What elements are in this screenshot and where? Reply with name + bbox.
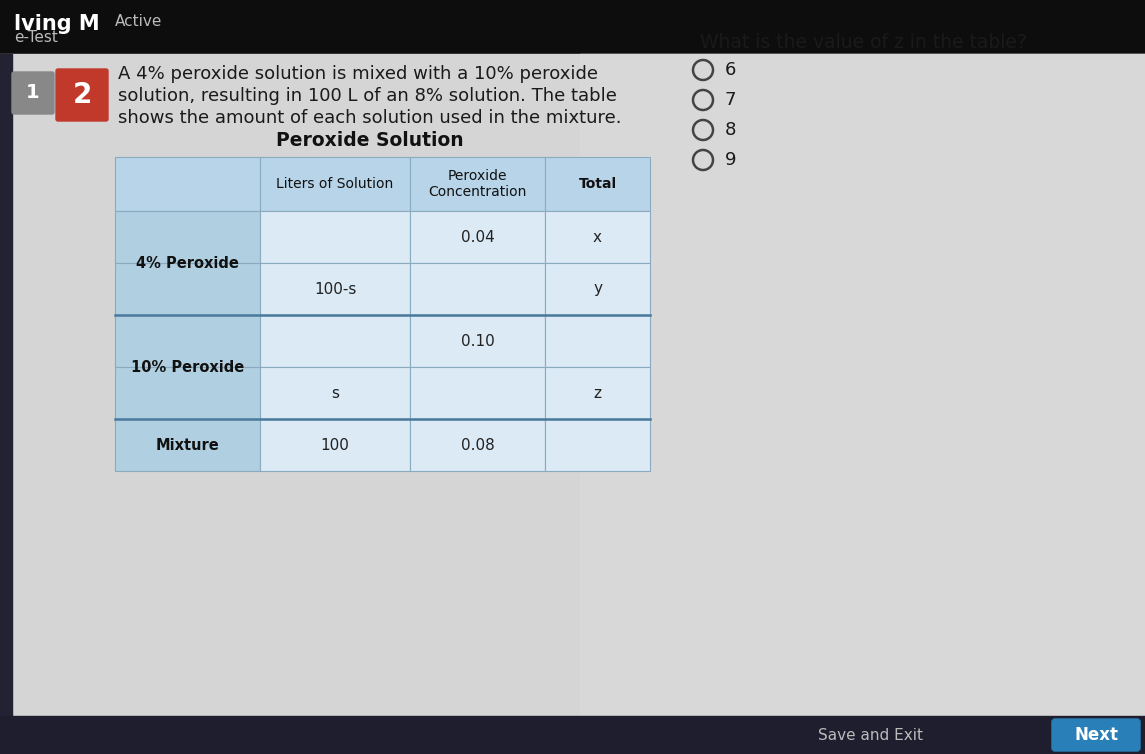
Bar [545, 263, 650, 315]
Bar [0, 0, 1145, 54]
Bar [260, 263, 410, 315]
Bar [0, 716, 1145, 754]
Bar [545, 157, 650, 211]
Text: Peroxide Solution: Peroxide Solution [276, 131, 464, 151]
Bar [410, 315, 545, 367]
Text: Liters of Solution: Liters of Solution [276, 177, 394, 191]
FancyBboxPatch shape [56, 69, 108, 121]
Bar [545, 367, 650, 419]
Text: z: z [593, 385, 601, 400]
Text: Total: Total [578, 177, 616, 191]
Text: Active: Active [114, 14, 163, 29]
Text: 2: 2 [72, 81, 92, 109]
Text: Save and Exit: Save and Exit [818, 728, 923, 743]
Text: solution, resulting in 100 L of an 8% solution. The table: solution, resulting in 100 L of an 8% so… [118, 87, 617, 105]
Bar [260, 419, 410, 471]
Text: A 4% peroxide solution is mixed with a 10% peroxide: A 4% peroxide solution is mixed with a 1… [118, 65, 598, 83]
Text: 0.10: 0.10 [460, 333, 495, 348]
Text: 10% Peroxide: 10% Peroxide [131, 360, 244, 375]
Bar [410, 263, 545, 315]
Bar [0, 54, 1145, 716]
Text: 100: 100 [321, 437, 349, 452]
Text: lving M: lving M [14, 14, 100, 34]
Bar [260, 367, 410, 419]
Text: 4% Peroxide: 4% Peroxide [136, 256, 239, 271]
Text: Next: Next [1074, 726, 1118, 744]
Bar [410, 211, 545, 263]
Bar [410, 419, 545, 471]
Text: 7: 7 [725, 91, 736, 109]
Bar [260, 157, 410, 211]
Bar [114, 419, 260, 471]
Text: 9: 9 [725, 151, 736, 169]
Text: 8: 8 [725, 121, 736, 139]
Bar [260, 315, 410, 367]
FancyBboxPatch shape [11, 72, 54, 114]
FancyBboxPatch shape [1052, 719, 1140, 751]
Text: What is the value of z in the table?: What is the value of z in the table? [700, 32, 1027, 51]
Text: y: y [593, 281, 602, 296]
Text: x: x [593, 229, 602, 244]
Bar [410, 367, 545, 419]
Bar [545, 419, 650, 471]
Bar [114, 315, 260, 367]
Text: 6: 6 [725, 61, 736, 79]
Bar [114, 367, 260, 419]
Text: e-Test: e-Test [14, 30, 58, 45]
Text: shows the amount of each solution used in the mixture.: shows the amount of each solution used i… [118, 109, 622, 127]
Text: Peroxide
Concentration: Peroxide Concentration [428, 169, 527, 199]
Bar [114, 157, 260, 211]
Text: 100-s: 100-s [314, 281, 356, 296]
Bar [114, 211, 260, 263]
Text: 1: 1 [26, 84, 40, 103]
Bar [545, 211, 650, 263]
Bar [114, 263, 260, 315]
Text: Mixture: Mixture [156, 437, 220, 452]
Bar [581, 54, 1145, 716]
Bar [0, 54, 11, 716]
Bar [260, 211, 410, 263]
Text: 0.08: 0.08 [460, 437, 495, 452]
Text: s: s [331, 385, 339, 400]
Bar [545, 315, 650, 367]
Text: 0.04: 0.04 [460, 229, 495, 244]
Bar [410, 157, 545, 211]
